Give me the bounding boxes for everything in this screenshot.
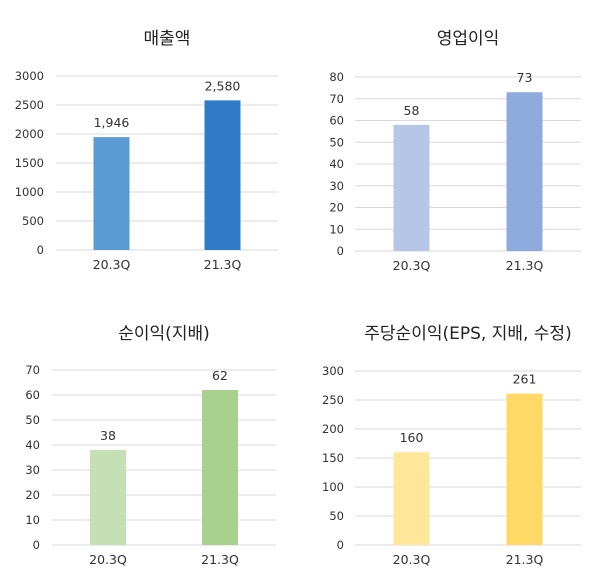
x-tick-label: 20.3Q — [93, 257, 131, 272]
y-tick-label: 3000 — [15, 69, 44, 83]
bar-21.3Q — [202, 390, 238, 545]
y-tick-label: 20 — [25, 488, 40, 502]
y-tick-label: 0 — [337, 538, 344, 552]
y-tick-label: 60 — [25, 388, 40, 402]
bar-20.3Q — [393, 452, 430, 545]
y-tick-label: 20 — [329, 201, 344, 215]
bar-20.3Q — [90, 450, 126, 545]
data-label: 1,946 — [94, 115, 130, 130]
y-tick-label: 30 — [25, 463, 40, 477]
x-tick-label: 20.3Q — [89, 552, 127, 567]
y-tick-label: 30 — [329, 179, 344, 193]
y-tick-label: 60 — [329, 114, 344, 128]
y-tick-label: 1000 — [15, 185, 44, 199]
chart-title: 영업이익 — [437, 29, 500, 49]
x-tick-label: 20.3Q — [393, 552, 431, 567]
chart-eps: 주당순이익(EPS, 지배, 수정) 0 50 100 150 200 250 300 160 2… — [322, 324, 581, 567]
bar-21.3Q — [506, 393, 543, 545]
bar-21.3Q — [506, 92, 543, 251]
chart-revenue: 매출액 0 500 1000 1500 2000 2500 3000 1,946 20.3Q 2,5… — [15, 29, 278, 272]
y-tick-label: 0 — [37, 243, 44, 257]
y-tick-label: 50 — [329, 135, 344, 149]
data-label: 160 — [400, 430, 424, 445]
x-tick-label: 21.3Q — [506, 258, 544, 273]
data-label: 2,580 — [205, 78, 241, 93]
bar-20.3Q — [393, 124, 430, 251]
y-tick-label: 150 — [322, 451, 344, 465]
x-tick-label: 20.3Q — [393, 258, 431, 273]
chart-net-income: 순이익(지배) 0 10 20 30 40 50 60 70 38 20.3Q 62 21.3Q — [25, 324, 276, 567]
data-label: 38 — [100, 428, 116, 443]
y-tick-label: 300 — [322, 364, 344, 378]
y-tick-label: 80 — [329, 70, 344, 84]
x-tick-label: 21.3Q — [201, 552, 239, 567]
y-tick-label: 0 — [337, 244, 344, 258]
x-tick-label: 21.3Q — [506, 552, 544, 567]
y-tick-label: 1500 — [15, 156, 44, 170]
y-tick-label: 500 — [22, 214, 44, 228]
data-label: 62 — [212, 368, 228, 383]
y-tick-label: 2500 — [15, 98, 44, 112]
y-tick-label: 40 — [25, 438, 40, 452]
y-tick-label: 70 — [25, 363, 40, 377]
y-tick-label: 10 — [25, 513, 40, 527]
y-tick-label: 250 — [322, 393, 344, 407]
x-tick-label: 21.3Q — [204, 257, 242, 272]
y-tick-label: 40 — [329, 157, 344, 171]
bar-20.3Q — [93, 137, 130, 250]
y-tick-label: 200 — [322, 422, 344, 436]
chart-title: 순이익(지배) — [118, 324, 209, 344]
y-tick-label: 70 — [329, 92, 344, 106]
data-label: 73 — [517, 70, 533, 85]
chart-operating-profit: 영업이익 0 10 20 30 40 50 60 70 80 58 20.3Q 73 21.3Q — [329, 29, 581, 273]
y-tick-label: 50 — [329, 509, 344, 523]
y-tick-label: 100 — [322, 480, 344, 494]
data-label: 58 — [404, 103, 420, 118]
bar-21.3Q — [204, 100, 241, 250]
chart-title: 주당순이익(EPS, 지배, 수정) — [364, 324, 571, 344]
y-tick-label: 2000 — [15, 127, 44, 141]
chart-title: 매출액 — [144, 29, 191, 49]
y-tick-label: 0 — [33, 538, 40, 552]
y-tick-label: 50 — [25, 413, 40, 427]
y-tick-label: 10 — [329, 222, 344, 236]
data-label: 261 — [513, 372, 537, 387]
